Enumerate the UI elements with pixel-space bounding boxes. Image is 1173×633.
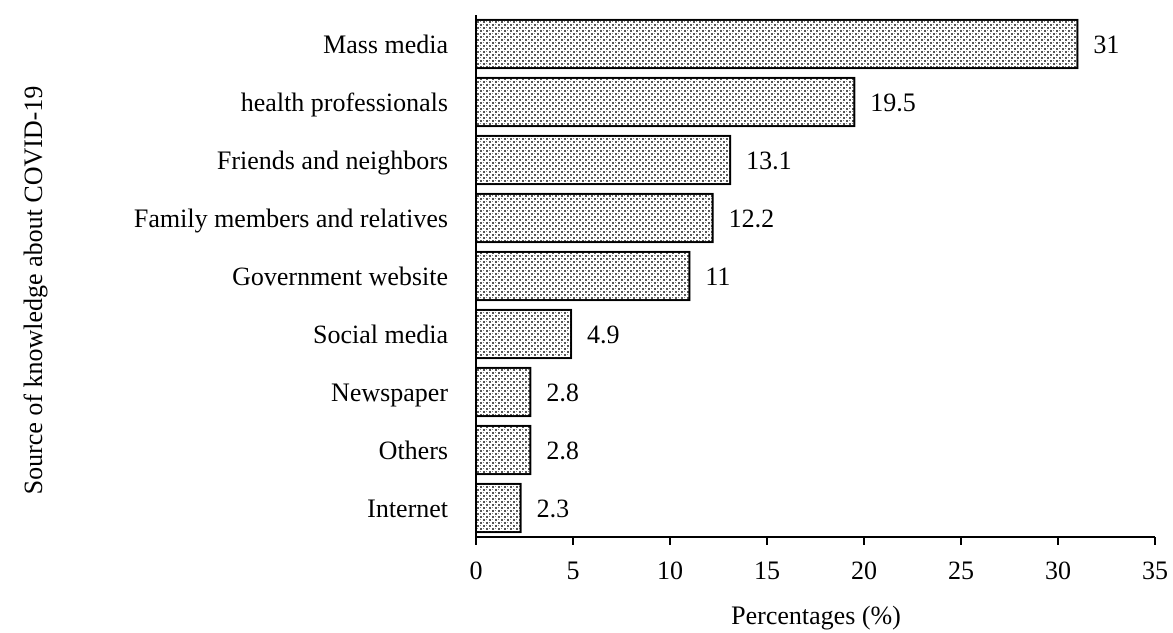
bars-layer: Mass media 31 health professionals 19.5 Frie… <box>134 18 1119 534</box>
x-tick-label: 15 <box>754 556 780 585</box>
data-label: 2.3 <box>537 494 570 523</box>
x-tick-label: 10 <box>657 556 683 585</box>
bar <box>475 250 691 302</box>
bar <box>475 482 522 534</box>
data-label: 31 <box>1093 30 1119 59</box>
data-label: 19.5 <box>870 88 916 117</box>
bar <box>475 76 856 128</box>
y-axis-title: Source of knowledge about COVID-19 <box>19 86 48 495</box>
category-label: Family members and relatives <box>134 204 448 233</box>
category-label: Internet <box>367 494 449 523</box>
data-label: 13.1 <box>746 146 792 175</box>
x-tick-label: 25 <box>948 556 974 585</box>
x-tick-label: 35 <box>1142 556 1168 585</box>
x-tick-label: 30 <box>1045 556 1071 585</box>
x-tick-label: 5 <box>567 556 580 585</box>
x-axis-title: Percentages (%) <box>731 601 901 630</box>
category-label: Others <box>379 436 448 465</box>
data-label: 2.8 <box>546 378 579 407</box>
category-label: Government website <box>232 262 448 291</box>
bar <box>475 308 573 360</box>
category-label: health professionals <box>241 88 448 117</box>
x-tick-label: 20 <box>851 556 877 585</box>
axes-layer: 0 5 10 15 20 25 30 35 <box>470 15 1168 585</box>
x-tick-label: 0 <box>470 556 483 585</box>
category-label: Social media <box>313 320 448 349</box>
bar <box>475 134 732 186</box>
bar <box>475 424 532 476</box>
bar <box>475 18 1079 70</box>
bar <box>475 192 714 244</box>
data-label: 11 <box>705 262 730 291</box>
data-label: 12.2 <box>729 204 775 233</box>
category-label: Newspaper <box>331 378 448 407</box>
data-label: 4.9 <box>587 320 620 349</box>
category-label: Friends and neighbors <box>217 146 448 175</box>
category-label: Mass media <box>323 30 448 59</box>
data-label: 2.8 <box>546 436 579 465</box>
bar <box>475 366 532 418</box>
